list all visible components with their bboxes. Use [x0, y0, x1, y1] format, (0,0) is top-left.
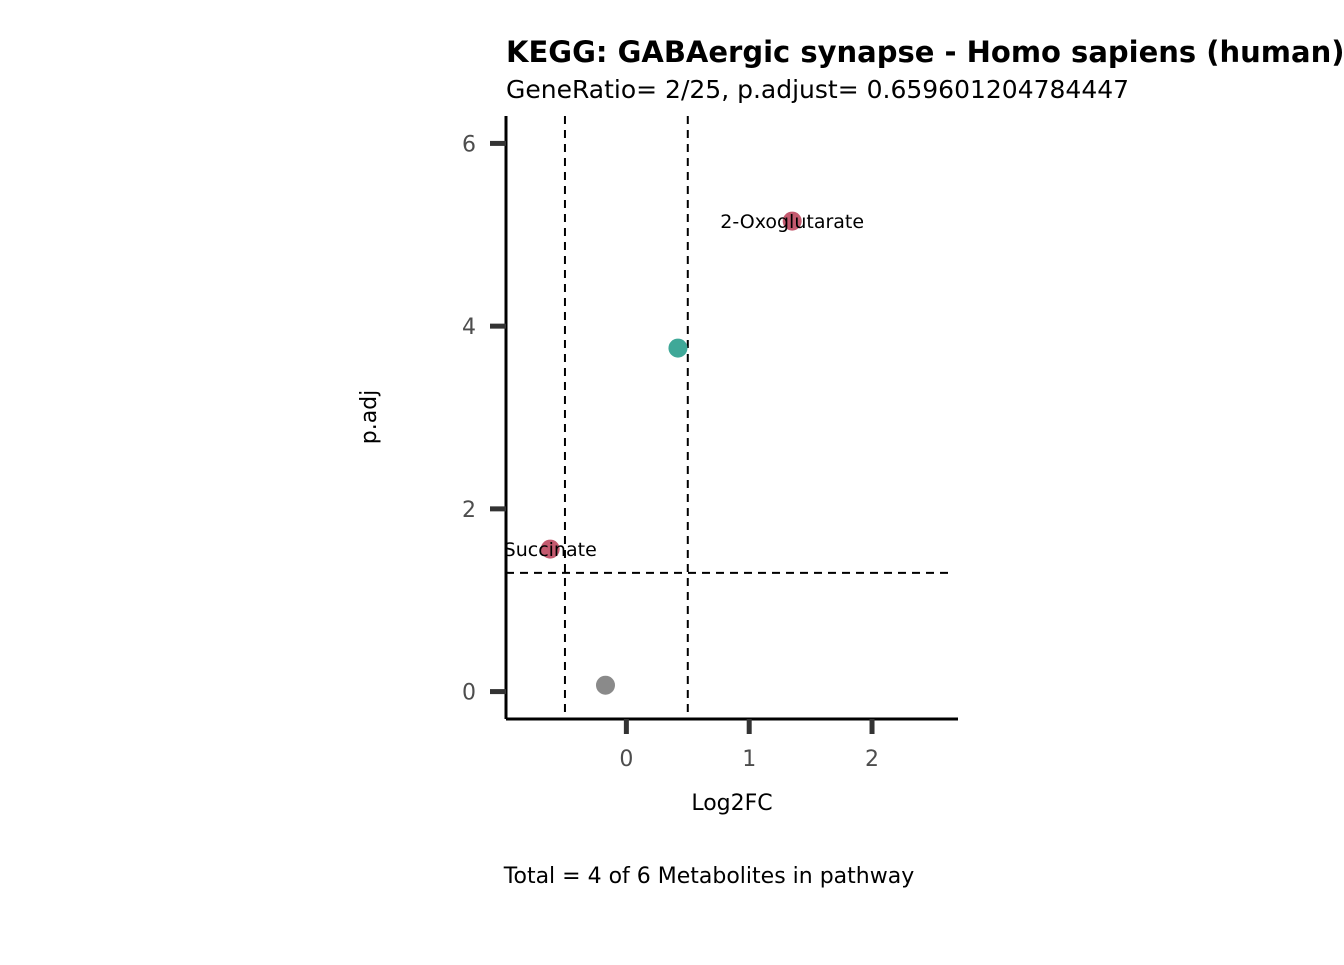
- point-labels: 2-Oxoglutarate Succinate: [504, 211, 864, 561]
- data-points: [540, 211, 802, 695]
- data-point-1: [782, 211, 802, 231]
- data-point-3: [540, 539, 560, 559]
- y-tick-label: 0: [462, 681, 476, 706]
- y-axis-title: p.adj: [357, 390, 382, 445]
- x-tick-label: 0: [619, 747, 633, 772]
- x-tick-label: 1: [742, 747, 756, 772]
- axis-ticks: 0 1 2 0 2 4 6: [462, 132, 879, 772]
- y-tick-label: 2: [462, 498, 476, 523]
- y-tick-label: 6: [462, 132, 476, 157]
- threshold-lines: [506, 116, 950, 719]
- x-axis-title: Log2FC: [691, 791, 772, 816]
- chart-caption: Total = 4 of 6 Metabolites in pathway: [503, 864, 914, 889]
- chart-title: KEGG: GABAergic synapse - Homo sapiens (…: [506, 35, 1344, 69]
- y-tick-label: 4: [462, 315, 476, 340]
- data-point-2: [668, 338, 688, 358]
- x-tick-label: 2: [865, 747, 879, 772]
- data-point-4: [595, 675, 615, 695]
- point-label-3: Succinate: [504, 539, 597, 561]
- chart-subtitle: GeneRatio= 2/25, p.adjust= 0.65960120478…: [506, 75, 1129, 104]
- point-label-1: 2-Oxoglutarate: [720, 211, 864, 233]
